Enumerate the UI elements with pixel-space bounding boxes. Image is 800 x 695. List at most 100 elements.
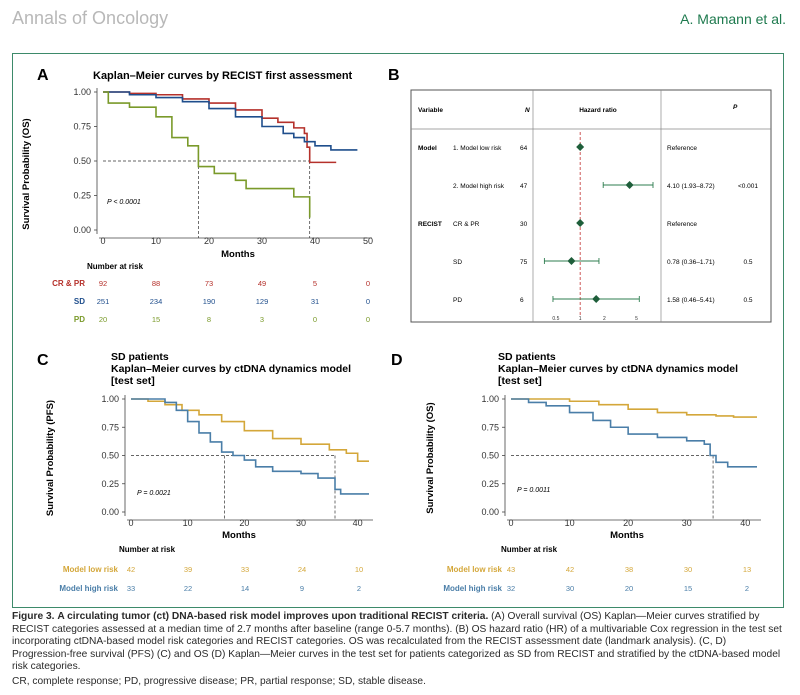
panel_c-risk-value: 2 bbox=[357, 584, 361, 593]
panel_a-risk-label: SD bbox=[74, 297, 85, 306]
forest-hr-text: 4.10 (1.93–8.72) bbox=[667, 183, 715, 190]
panel_d-km-curve bbox=[511, 398, 757, 418]
panel-d-risk-title: Number at risk bbox=[501, 545, 558, 554]
panel_a-risk-value: 190 bbox=[203, 297, 216, 306]
panel_c-y-tick: 0.00 bbox=[101, 507, 119, 517]
panel_c-km-curve bbox=[131, 398, 369, 462]
panel_c-km-curve bbox=[131, 398, 369, 495]
panel-d-title-1: SD patients bbox=[498, 351, 556, 363]
panel_c-risk-value: 14 bbox=[241, 584, 249, 593]
panel_c-x-tick: 30 bbox=[296, 518, 306, 528]
forest-point bbox=[567, 257, 576, 265]
panel-a-letter: A bbox=[37, 67, 49, 84]
panel_a-risk-value: 8 bbox=[207, 315, 211, 324]
forest-header-n: N bbox=[525, 107, 530, 114]
forest-point bbox=[576, 219, 585, 227]
figure-svg: A Kaplan–Meier curves by RECIST first as… bbox=[21, 67, 772, 593]
forest-level-label: 1. Model low risk bbox=[453, 145, 502, 152]
panel_c-x-tick: 0 bbox=[128, 518, 133, 528]
panel_c-y-tick: 0.50 bbox=[101, 451, 119, 461]
panel_a-y-tick: 0.75 bbox=[73, 122, 91, 132]
panel_a-risk-value: 73 bbox=[205, 279, 213, 288]
panel_c-risk-value: 39 bbox=[184, 565, 192, 574]
panel_c-risk-label: Model high risk bbox=[59, 584, 118, 593]
forest-header-p: P bbox=[733, 104, 738, 111]
panel_a-risk-value: 129 bbox=[256, 297, 269, 306]
panel-c-title-3: [test set] bbox=[111, 375, 155, 387]
forest-level-label: PD bbox=[453, 297, 462, 304]
journal-title: Annals of Oncology bbox=[12, 8, 169, 28]
panel-c-risk-title: Number at risk bbox=[119, 545, 176, 554]
forest-box bbox=[410, 89, 772, 323]
panel_c-x-tick: 20 bbox=[239, 518, 249, 528]
panel-d-title-2: Kaplan–Meier curves by ctDNA dynamics mo… bbox=[498, 363, 738, 375]
panel-a-title: Kaplan–Meier curves by RECIST first asse… bbox=[93, 70, 353, 82]
panel_d-risk-value: 38 bbox=[625, 565, 633, 574]
forest-axis-tick: 5 bbox=[635, 316, 638, 322]
panel_d-risk-value: 15 bbox=[684, 584, 692, 593]
panel_a-risk-value: 88 bbox=[152, 279, 160, 288]
caption-bold: A circulating tumor (ct) DNA-based risk … bbox=[57, 611, 489, 622]
panel_a-y-tick: 0.00 bbox=[73, 225, 91, 235]
forest-n: 75 bbox=[520, 259, 528, 266]
forest-level-label: 2. Model high risk bbox=[453, 183, 505, 190]
panel_d-risk-label: Model high risk bbox=[443, 584, 502, 593]
panel-c-pvalue: P = 0.0021 bbox=[137, 490, 171, 497]
panel_c-risk-value: 9 bbox=[300, 584, 304, 593]
forest-point bbox=[576, 143, 585, 151]
panel-a-ylabel: Survival Probability (OS) bbox=[21, 118, 32, 229]
panel_d-risk-label: Model low risk bbox=[447, 565, 503, 574]
panel-c-xlabel: Months bbox=[222, 530, 256, 541]
panel_d-x-tick: 10 bbox=[565, 518, 575, 528]
panel_d-risk-value: 20 bbox=[625, 584, 633, 593]
panel-c-letter: C bbox=[37, 352, 49, 369]
panel_d-risk-value: 30 bbox=[566, 584, 574, 593]
panel-c-ylabel: Survival Probability (PFS) bbox=[45, 400, 56, 516]
panel_a-km-curve bbox=[103, 91, 337, 164]
panel_c-risk-value: 33 bbox=[241, 565, 249, 574]
panel_a-y-tick: 1.00 bbox=[73, 87, 91, 97]
forest-p-value: 0.5 bbox=[743, 259, 752, 266]
panel_a-risk-value: 31 bbox=[311, 297, 319, 306]
caption-text: (A) Overall survival (OS) Kaplan—Meier c… bbox=[12, 611, 782, 673]
forest-axis-ticks: 0.5 1 2 5 bbox=[552, 316, 638, 322]
forest-point bbox=[625, 181, 634, 189]
panel_c-y-tick: 0.25 bbox=[101, 479, 119, 489]
panel_d-x-tick: 0 bbox=[508, 518, 513, 528]
panel_c-x-tick: 10 bbox=[183, 518, 193, 528]
panel_a-x-tick: 20 bbox=[204, 236, 214, 246]
panel-a-risk-title: Number at risk bbox=[87, 262, 144, 271]
panel-d-ylabel: Survival Probability (OS) bbox=[425, 402, 436, 513]
panel_d-km-curve bbox=[511, 398, 757, 468]
panel_a-risk-value: 20 bbox=[99, 315, 107, 324]
forest-group-label: RECIST bbox=[418, 221, 442, 228]
panel_d-risk-value: 32 bbox=[507, 584, 515, 593]
panel_a-risk-value: 0 bbox=[366, 279, 370, 288]
panel_d-risk-value: 2 bbox=[745, 584, 749, 593]
panel_c-x-tick: 40 bbox=[353, 518, 363, 528]
panel-d-xlabel: Months bbox=[610, 530, 644, 541]
panel_d-risk-value: 42 bbox=[566, 565, 574, 574]
panel_d-risk-value: 43 bbox=[507, 565, 515, 574]
figure-frame: A Kaplan–Meier curves by RECIST first as… bbox=[12, 53, 784, 608]
forest-n: 30 bbox=[520, 221, 528, 228]
forest-n: 64 bbox=[520, 145, 528, 152]
panel_d-x-tick: 30 bbox=[682, 518, 692, 528]
caption-label: Figure 3. bbox=[12, 611, 55, 622]
panel-d-pvalue: P = 0.0011 bbox=[517, 487, 550, 494]
forest-hr-text: 1.58 (0.46–5.41) bbox=[667, 297, 715, 304]
panel_c-y-tick: 0.75 bbox=[101, 422, 119, 432]
panel_a-risk-label: CR & PR bbox=[52, 279, 85, 288]
panel-c-title-1: SD patients bbox=[111, 351, 169, 363]
panel_d-x-tick: 40 bbox=[740, 518, 750, 528]
forest-level-label: CR & PR bbox=[453, 221, 480, 228]
panel_a-y-tick: 0.25 bbox=[73, 191, 91, 201]
panel_a-x-tick: 40 bbox=[310, 236, 320, 246]
panel-c-title-2: Kaplan–Meier curves by ctDNA dynamics mo… bbox=[111, 363, 351, 375]
panel_a-risk-value: 0 bbox=[366, 315, 370, 324]
panel_a-risk-value: 49 bbox=[258, 279, 266, 288]
panel_a-risk-value: 234 bbox=[150, 297, 163, 306]
panel-b-letter: B bbox=[388, 67, 400, 84]
forest-axis-tick: 0.5 bbox=[552, 316, 559, 322]
